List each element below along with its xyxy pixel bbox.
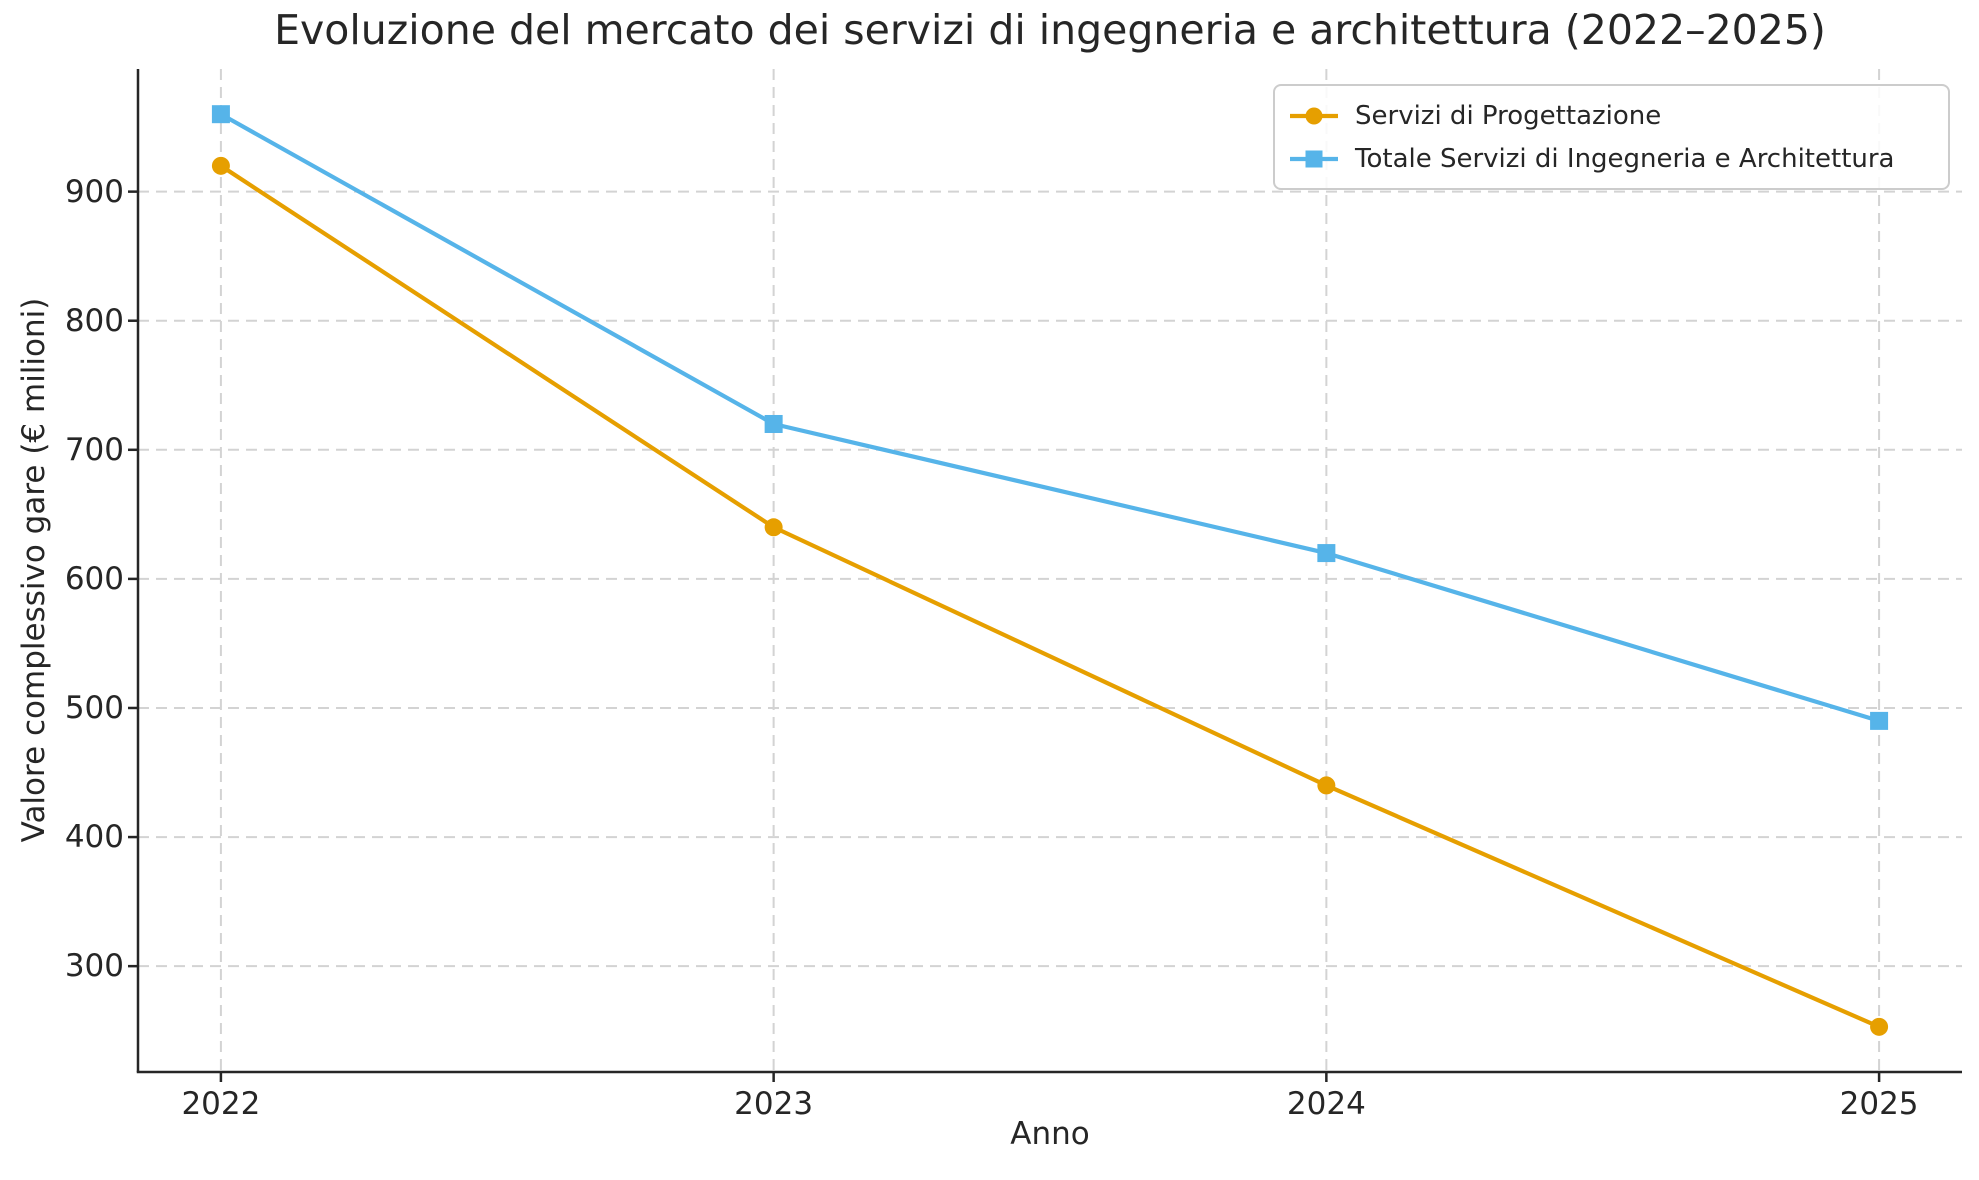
y-axis-label: Valore complessivo gare (€ milioni)	[16, 297, 52, 843]
y-tick-label: 600	[64, 560, 124, 597]
series-line	[219, 112, 1880, 723]
data-point-circle	[1870, 1017, 1889, 1036]
data-point-square	[1870, 711, 1889, 730]
y-tick-label: 800	[64, 302, 124, 339]
chart-title: Evoluzione del mercato dei servizi di in…	[274, 6, 1826, 54]
legend-item: Servizi di Progettazione	[1289, 94, 1934, 137]
legend-label: Servizi di Progettazione	[1355, 100, 1662, 131]
y-tick-label: 500	[64, 689, 124, 726]
legend-marker-icon	[1305, 150, 1323, 167]
x-tick-label: 2022	[181, 1086, 261, 1122]
legend-item: Totale Servizi di Ingegneria e Architett…	[1289, 137, 1934, 180]
y-tick-label: 900	[64, 173, 124, 210]
data-point-square	[764, 414, 783, 433]
data-point-circle	[211, 156, 230, 175]
x-axis-label: Anno	[1010, 1116, 1090, 1152]
data-point-circle	[1317, 776, 1336, 795]
x-tick-label: 2025	[1839, 1086, 1919, 1122]
legend-line-circle-icon	[1290, 107, 1338, 124]
data-point-circle	[764, 518, 783, 537]
legend-line-square-icon	[1290, 150, 1338, 167]
legend: Servizi di Progettazione Totale Servizi …	[1273, 84, 1950, 190]
y-tick-label: 400	[64, 819, 124, 856]
legend-label: Totale Servizi di Ingegneria e Architett…	[1355, 143, 1895, 174]
data-point-square	[1317, 544, 1336, 563]
y-tick-label: 300	[64, 948, 124, 985]
series-line	[219, 164, 1880, 1029]
y-tick-label: 700	[64, 431, 124, 468]
x-tick-label: 2023	[734, 1086, 814, 1122]
legend-marker-icon	[1305, 107, 1323, 124]
x-tick-label: 2024	[1286, 1086, 1366, 1122]
data-point-square	[211, 105, 230, 124]
